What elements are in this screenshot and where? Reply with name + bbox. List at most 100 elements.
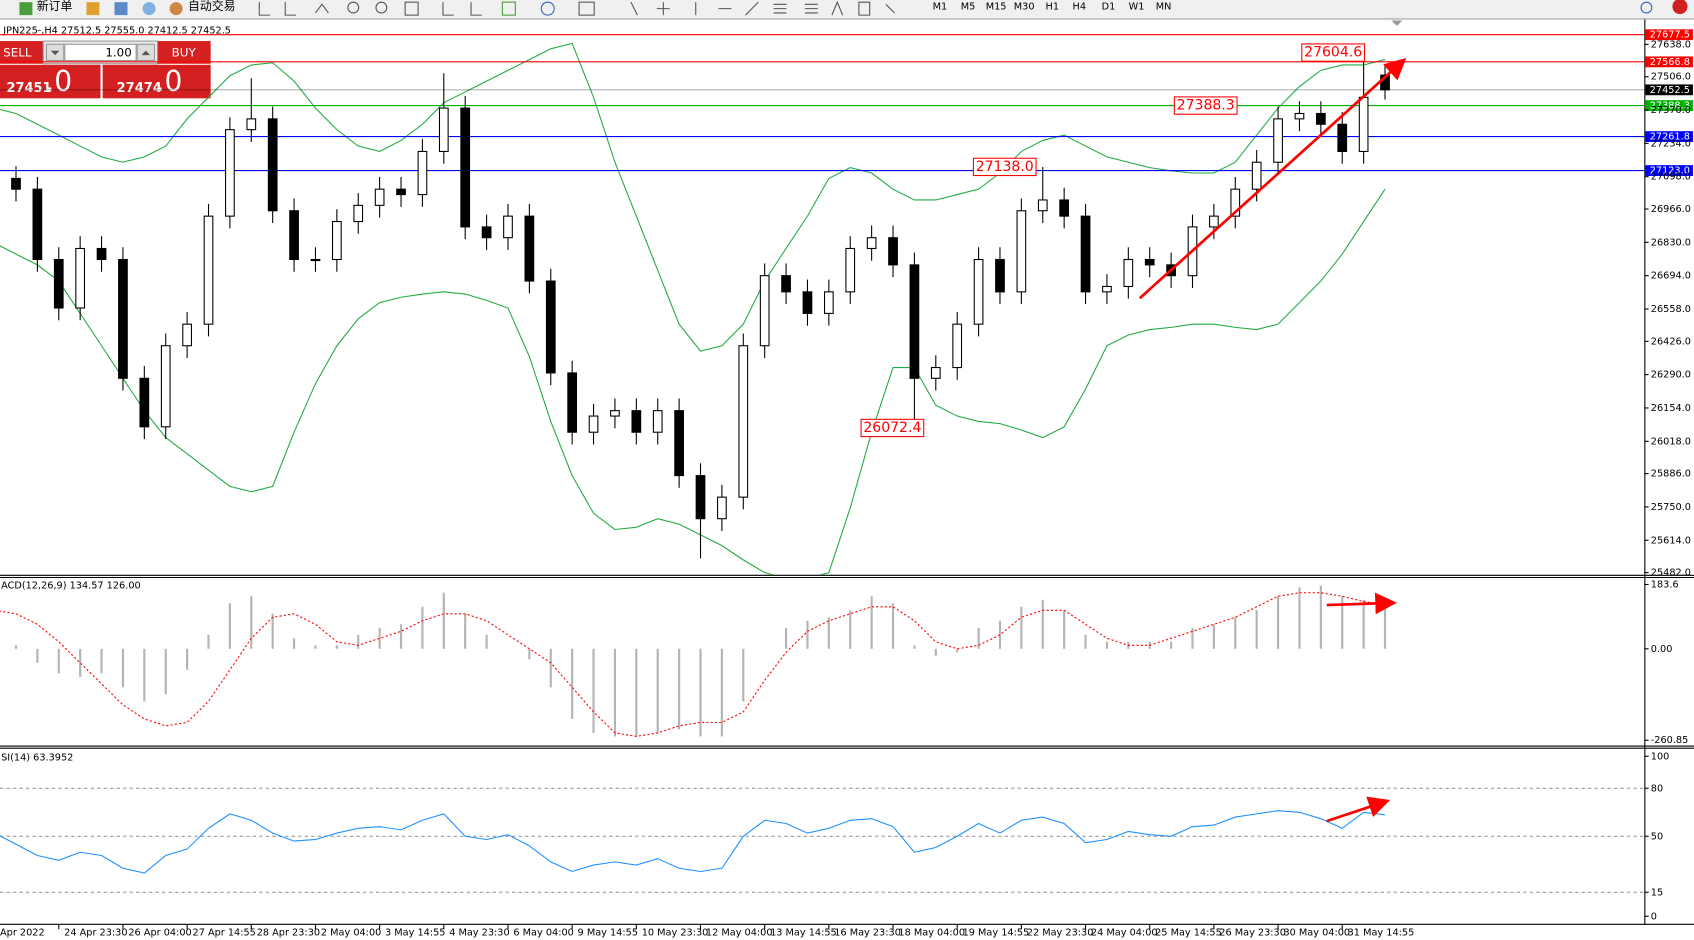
x-tick-label: 13 May 14:55 [770,927,837,938]
y-tick-label: 26830.0 [1651,237,1691,248]
ask-main[interactable]: 27474 [117,81,162,96]
timeframe-button[interactable]: M1 [933,1,948,12]
alert-icon[interactable] [1672,0,1688,15]
timeframe-button[interactable]: M30 [1014,1,1035,12]
auto-trading-button[interactable]: 自动交易 [188,0,235,13]
y-tick-label: 26966.0 [1651,204,1691,215]
candle-body [1037,199,1048,212]
macd-bar [100,648,103,674]
period-icon[interactable] [540,1,555,16]
candle-body [1144,258,1155,266]
tool-icon[interactable] [114,2,128,16]
y-tick-label: 27098.0 [1651,172,1691,183]
trend-arrows [1138,57,1407,823]
candle-body [888,237,898,266]
tile-icon[interactable] [404,1,419,16]
macd-bar [186,648,189,670]
macd-bar [635,648,638,737]
candle-body [1294,112,1305,120]
new-order-icon[interactable] [19,2,33,16]
auto-trading-icon[interactable] [169,2,183,16]
lot-input[interactable] [64,43,137,62]
candle-body [759,275,770,347]
x-tick-label: 28 Apr 23:30 [257,927,320,938]
timeframe-button[interactable]: M5 [961,1,976,12]
macd-bar [1234,617,1237,649]
macd-bar [1362,599,1365,649]
price-level-label: 27566.8 [1650,57,1690,68]
macd-bar [378,627,381,649]
timeframe-button[interactable]: H1 [1046,1,1059,12]
search-icon[interactable] [1640,1,1653,14]
buy-label[interactable]: BUY [172,45,197,59]
y-tick-label: 25482.0 [1651,568,1691,579]
candle-body [289,210,299,261]
tool-icon[interactable] [86,2,100,16]
macd-bar [442,592,445,649]
macd-bar [1170,641,1173,649]
timeframe-button[interactable]: D1 [1102,1,1116,12]
y-tick-label: 26558.0 [1651,304,1691,315]
macd-bar [528,648,531,660]
candle-body [310,258,321,262]
chart-type-icons[interactable] [258,2,329,16]
price-annotation: 26072.4 [863,420,921,436]
price-level-tag [1645,56,1693,68]
price-annotation: 27604.6 [1304,45,1362,61]
macd-bar [143,648,146,702]
x-tick-label: 4 May 23:30 [449,927,509,938]
main-pane: 27604.6 27388.3 27138.0 26072.4 [0,34,1645,575]
new-order-button[interactable]: 新订单 [37,0,73,13]
candle-body [588,415,599,433]
zoom-out[interactable] [375,1,388,14]
candle-body [396,188,406,196]
timeframe-button[interactable]: M15 [986,1,1007,12]
bid-box[interactable] [0,64,101,99]
axes: 27677.5 27566.8 27452.5 27388.3 27261.8 27123… [0,29,1693,938]
y-tick-label: 26290.0 [1651,370,1691,381]
macd-bar [656,648,659,733]
macd-bar [1212,624,1215,649]
lot-value[interactable]: 1.00 [105,45,131,59]
macd-bar [1255,610,1258,649]
scroll-icons[interactable] [442,2,482,16]
candle-body [995,258,1005,293]
y-tick-label: 25750.0 [1651,502,1691,513]
price-annotation-box [972,157,1037,177]
candle-body [160,345,171,428]
drawing-tools[interactable] [630,1,818,16]
indicators-icon[interactable] [501,1,516,16]
x-tick-label: 19 May 14:55 [963,927,1030,938]
template-icon[interactable] [578,1,595,16]
macd-bar [678,648,681,730]
lot-up-arrow [141,50,151,56]
candle-body [417,150,428,196]
macd-bar [592,648,595,733]
sell-button[interactable] [0,41,44,64]
timeframe-button[interactable]: W1 [1129,1,1145,12]
timeframe-button[interactable]: H4 [1073,1,1086,12]
candle-body [545,280,556,374]
bid-main[interactable]: 27451 [6,81,51,96]
candle-body [973,258,984,325]
ask-box[interactable] [102,64,211,99]
text-tools[interactable] [831,0,895,16]
buy-button[interactable] [157,41,211,64]
zoom-in[interactable] [347,1,360,14]
price-level-label: 27123.0 [1650,166,1690,177]
macd-signal [0,592,1386,737]
macd-bar [1383,601,1387,649]
price-level-tag [1645,29,1693,41]
candle-body [1315,112,1326,125]
x-tick-label: 24 May 04:00 [1091,927,1158,938]
toolbar-bg [0,0,1694,19]
sell-label[interactable]: SELL [3,45,32,59]
ask-fraction[interactable]: .0 [156,65,183,98]
timeframe-button[interactable]: MN [1156,1,1172,12]
candle-body [845,247,856,293]
y-tick-label: 27370.0 [1651,105,1691,116]
candle-body [331,220,342,261]
macd-bar [464,613,467,649]
bid-fraction[interactable]: .0 [45,65,72,98]
tool-icon[interactable] [142,2,156,16]
